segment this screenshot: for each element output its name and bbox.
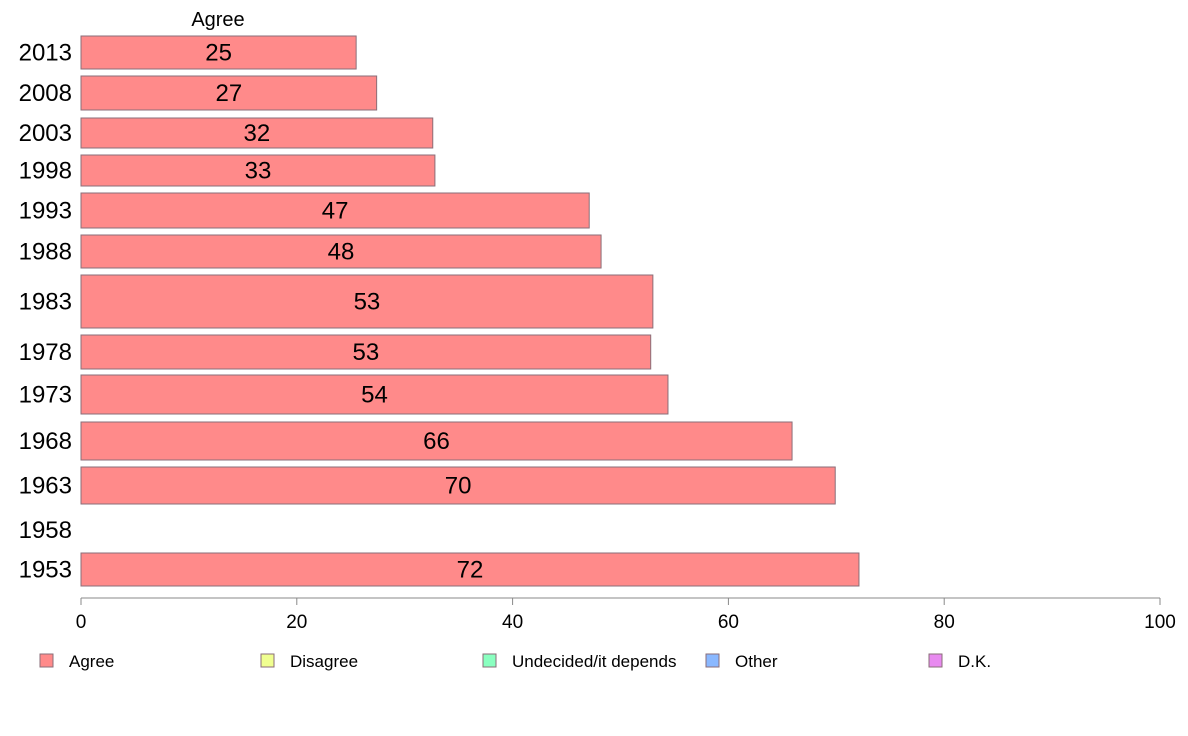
legend: Agree Disagree Undecided/it depends Other D.…: [39, 652, 991, 671]
legend-item: Disagree: [260, 652, 358, 671]
x-tick-label: 60: [718, 612, 739, 633]
value-label: 54: [361, 382, 388, 409]
bar: [80, 274, 654, 329]
value-label: 27: [215, 80, 242, 107]
category-label: 2013: [19, 40, 72, 67]
bar: [80, 234, 602, 269]
category-label: 1958: [19, 517, 72, 544]
legend-item: Other: [705, 652, 778, 671]
category-label: 1988: [19, 239, 72, 266]
x-tick-label: 100: [1144, 612, 1176, 633]
legend-swatch: [928, 653, 943, 668]
x-tick-label: 0: [76, 612, 87, 633]
category-label: 1993: [19, 198, 72, 225]
bar: [80, 117, 434, 149]
category-label: 1978: [19, 339, 72, 366]
legend-item: Undecided/it depends: [482, 652, 676, 671]
column-heading: Agree: [191, 9, 244, 31]
value-label: 32: [244, 120, 271, 147]
value-label: 66: [423, 428, 450, 455]
category-label: 2008: [19, 80, 72, 107]
legend-item: D.K.: [928, 652, 991, 671]
bar: [80, 192, 590, 229]
legend-label: Disagree: [290, 652, 358, 671]
value-label: 53: [354, 289, 381, 316]
legend-swatch: [39, 653, 54, 668]
bar: [80, 35, 357, 70]
category-labels: 2013 2008 2003 1998 1993 1988 1983 1978 1973 1968…: [19, 40, 72, 584]
x-tick-label: 20: [286, 612, 307, 633]
value-label: 25: [205, 40, 232, 67]
legend-label: Undecided/it depends: [512, 652, 676, 671]
bar: [80, 334, 652, 370]
legend-item: Agree: [39, 652, 114, 671]
value-label: 33: [245, 158, 272, 185]
category-label: 1963: [19, 473, 72, 500]
value-label: 70: [445, 473, 472, 500]
legend-swatch: [482, 653, 497, 668]
category-label: 1998: [19, 158, 72, 185]
x-axis: 0 20 40 60 80 100: [76, 597, 1176, 633]
value-label: 47: [322, 198, 349, 225]
x-tick-label: 40: [502, 612, 523, 633]
category-label: 1968: [19, 428, 72, 455]
bar: [80, 75, 378, 111]
bar: [80, 552, 860, 587]
value-label: 53: [353, 339, 380, 366]
category-label: 1953: [19, 557, 72, 584]
value-label: 72: [457, 557, 484, 584]
category-label: 1983: [19, 289, 72, 316]
legend-label: Other: [735, 652, 778, 671]
bars-group: [80, 35, 860, 587]
category-label: 1973: [19, 382, 72, 409]
value-label: 48: [328, 239, 355, 266]
legend-swatch: [705, 653, 720, 668]
bar: [80, 374, 669, 415]
bar: [80, 466, 836, 505]
x-tick-label: 80: [934, 612, 955, 633]
bar: [80, 154, 436, 187]
legend-label: D.K.: [958, 652, 991, 671]
legend-label: Agree: [69, 652, 114, 671]
bar: [80, 421, 793, 461]
legend-swatch: [260, 653, 275, 668]
category-label: 2003: [19, 120, 72, 147]
